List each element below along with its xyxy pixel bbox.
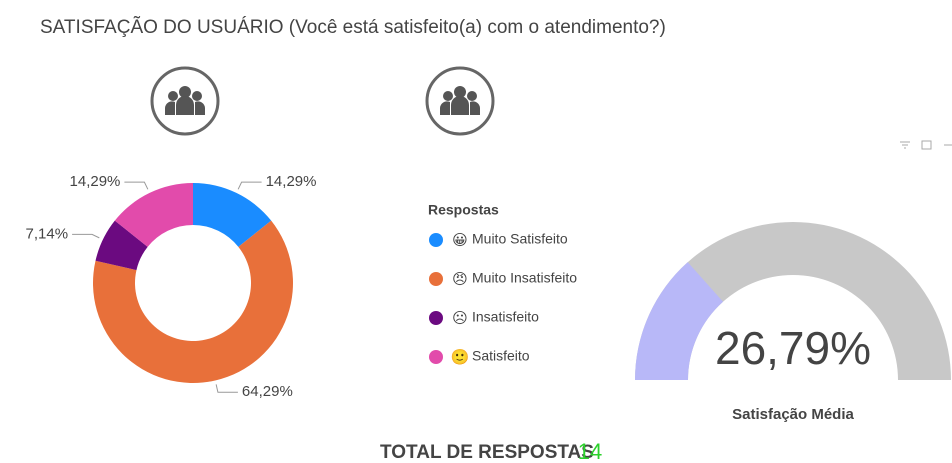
- leader-line: [72, 233, 100, 239]
- data-label: 7,14%: [26, 225, 69, 242]
- data-label: 14,29%: [70, 173, 121, 190]
- gauge-value: 26,79%: [715, 322, 871, 374]
- page-title: SATISFAÇÃO DO USUÁRIO (Você está satisfe…: [40, 16, 666, 38]
- legend-label: Muito Insatisfeito: [472, 270, 577, 286]
- donut-slice: [93, 220, 293, 384]
- gauge-track: [635, 222, 951, 380]
- visual-toolbar[interactable]: [900, 140, 952, 150]
- people-icon: [150, 66, 220, 136]
- legend-icon: 🙂: [451, 348, 470, 366]
- people-icon: [425, 66, 495, 136]
- total-label: TOTAL DE RESPOSTAS: [380, 442, 594, 463]
- legend-swatch: [429, 311, 443, 325]
- legend-swatch: [429, 233, 443, 247]
- legend-icon: 😠: [452, 271, 468, 288]
- legend-swatch: [429, 272, 443, 286]
- total-value: 14: [578, 439, 602, 463]
- donut-slice: [193, 183, 272, 247]
- gauge-fill: [635, 262, 724, 380]
- leader-line: [215, 384, 238, 393]
- data-label: 64,29%: [242, 383, 293, 400]
- legend-icon: ☹: [452, 310, 468, 327]
- legend-title: Respostas: [428, 202, 499, 218]
- legend-label: Satisfeito: [472, 348, 530, 364]
- leader-line: [124, 181, 149, 190]
- gauge-label: Satisfação Média: [732, 406, 854, 423]
- donut-slice: [95, 220, 148, 271]
- donut-slice: [114, 183, 193, 247]
- data-label: 14,29%: [266, 173, 317, 190]
- legend-label: Muito Satisfeito: [472, 231, 568, 247]
- legend-icon: 😀: [452, 232, 468, 249]
- legend-label: Insatisfeito: [472, 309, 539, 325]
- leader-line: [237, 181, 262, 190]
- legend-swatch: [429, 350, 443, 364]
